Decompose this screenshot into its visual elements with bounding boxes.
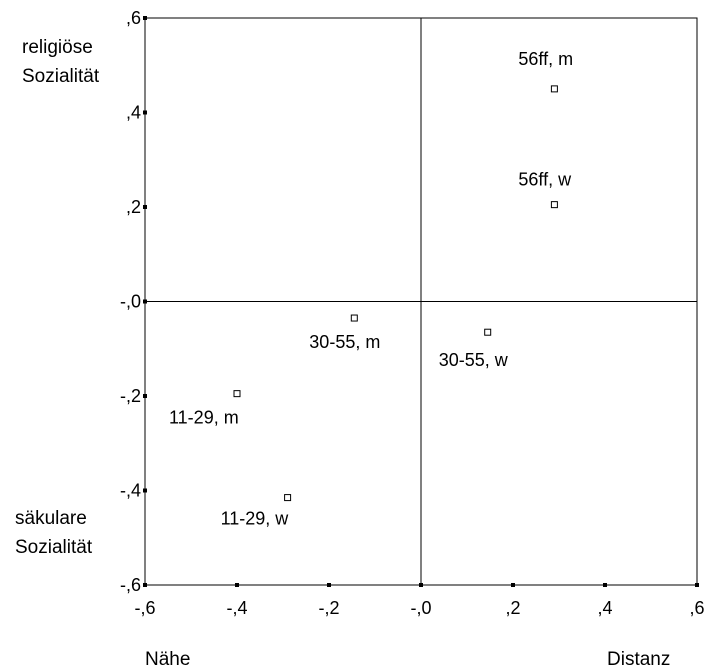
x-tick-mark xyxy=(235,583,239,587)
x-tick-label: -,4 xyxy=(226,598,247,618)
x-tick-mark xyxy=(327,583,331,587)
data-point-label: 56ff, w xyxy=(518,170,572,190)
y-axis-label-bottom-line1: säkulare xyxy=(15,508,87,529)
y-axis-label-top-line2: Sozialität xyxy=(22,66,100,87)
x-tick-label: -,0 xyxy=(410,598,431,618)
y-tick-mark xyxy=(143,394,147,398)
data-point-label: 30-55, w xyxy=(439,350,509,370)
y-axis-label-top-line1: religiöse xyxy=(22,37,93,58)
x-tick-mark xyxy=(419,583,423,587)
x-tick-mark xyxy=(511,583,515,587)
y-tick-label: -,2 xyxy=(120,386,141,406)
x-tick-label: ,6 xyxy=(689,598,704,618)
data-point-marker xyxy=(350,314,358,322)
axis-text-layer: religiöse Sozialität säkulare Sozialität… xyxy=(15,37,670,670)
plot-layer: -,6 -,4 -,2 -,0 ,2 ,4 ,6 ,6 ,4 ,2 -,0 -,2 -,4 -,6 56ff… xyxy=(120,8,705,618)
x-axis-label-left: Nähe xyxy=(145,649,190,670)
y-tick-label: -,0 xyxy=(120,292,141,312)
data-point-marker xyxy=(284,494,292,502)
y-tick-label: -,6 xyxy=(120,575,141,595)
x-tick-mark xyxy=(695,583,699,587)
x-axis-label-right: Distanz xyxy=(607,649,670,670)
data-point-label: 56ff, m xyxy=(518,49,573,69)
y-tick-mark xyxy=(143,16,147,20)
x-tick-label: -,2 xyxy=(318,598,339,618)
data-point-label: 11-29, m xyxy=(169,408,239,428)
y-tick-label: ,4 xyxy=(126,103,141,123)
y-tick-mark xyxy=(143,110,147,115)
y-tick-mark xyxy=(143,205,147,209)
data-point-label: 30-55, m xyxy=(309,332,380,352)
y-axis-label-bottom-line2: Sozialität xyxy=(15,537,93,558)
data-point-marker xyxy=(484,328,492,336)
y-tick-label: -,4 xyxy=(120,481,141,501)
x-tick-label: ,2 xyxy=(505,598,520,618)
y-tick-mark xyxy=(143,583,147,587)
data-point-marker xyxy=(550,85,558,93)
y-tick-label: ,2 xyxy=(126,197,141,217)
y-tick-mark xyxy=(143,299,147,304)
data-point-label: 11-29, w xyxy=(221,509,290,529)
x-tick-label: ,4 xyxy=(597,598,612,618)
x-tick-label: -,6 xyxy=(134,598,155,618)
y-tick-mark xyxy=(143,488,147,493)
x-tick-mark xyxy=(603,583,607,587)
data-point-marker xyxy=(233,390,241,398)
y-tick-label: ,6 xyxy=(126,8,141,28)
data-point-marker xyxy=(550,201,558,209)
